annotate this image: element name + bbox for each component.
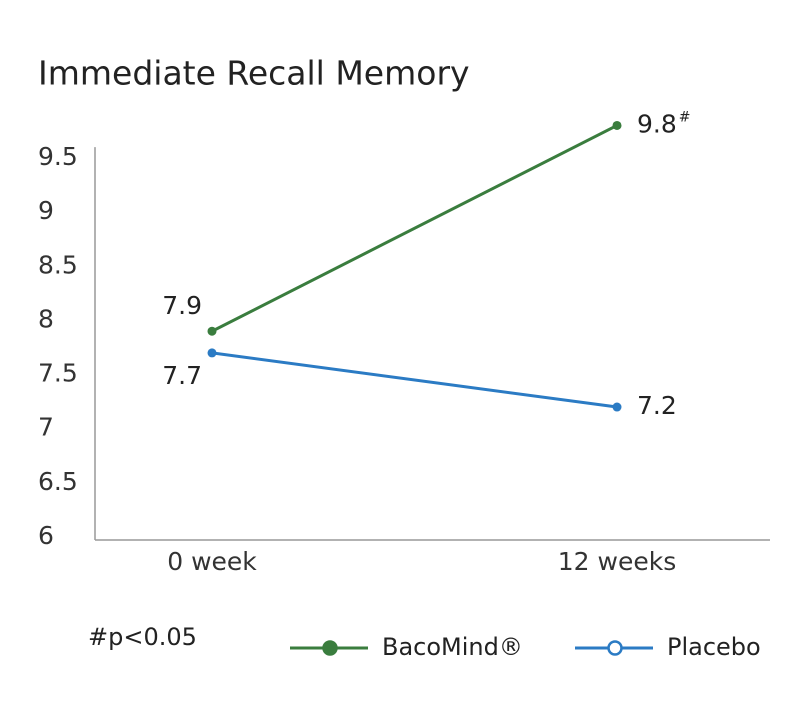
point — [207, 326, 217, 336]
y-tick-label: 9.5 — [38, 142, 78, 171]
significance-marker: # — [679, 109, 691, 125]
point — [612, 402, 622, 412]
series-line — [211, 351, 618, 409]
data-label: 7.7 — [162, 361, 202, 390]
chart-title: Immediate Recall Memory — [38, 54, 470, 93]
y-tick-label: 6 — [38, 521, 54, 550]
data-label: 7.9 — [162, 291, 202, 320]
legend-label: BacoMind® — [382, 633, 523, 661]
point — [612, 120, 622, 130]
y-tick-label: 6.5 — [38, 467, 78, 496]
y-tick-label: 7.5 — [38, 359, 78, 388]
y-tick-label: 8 — [38, 304, 54, 333]
series-line — [211, 124, 618, 333]
legend-label: Placebo — [667, 633, 761, 661]
y-tick-label: 7 — [38, 413, 54, 442]
x-tick-label: 12 weeks — [558, 547, 676, 576]
point — [207, 348, 217, 358]
y-tick-label: 8.5 — [38, 250, 78, 279]
y-tick-label: 9 — [38, 196, 54, 225]
footnote: #p<0.05 — [88, 623, 197, 651]
legend-marker — [607, 640, 623, 656]
legend-marker — [322, 640, 338, 656]
data-label: 9.8 — [637, 109, 677, 138]
x-tick-label: 0 week — [167, 547, 257, 576]
data-label: 7.2 — [637, 391, 677, 420]
